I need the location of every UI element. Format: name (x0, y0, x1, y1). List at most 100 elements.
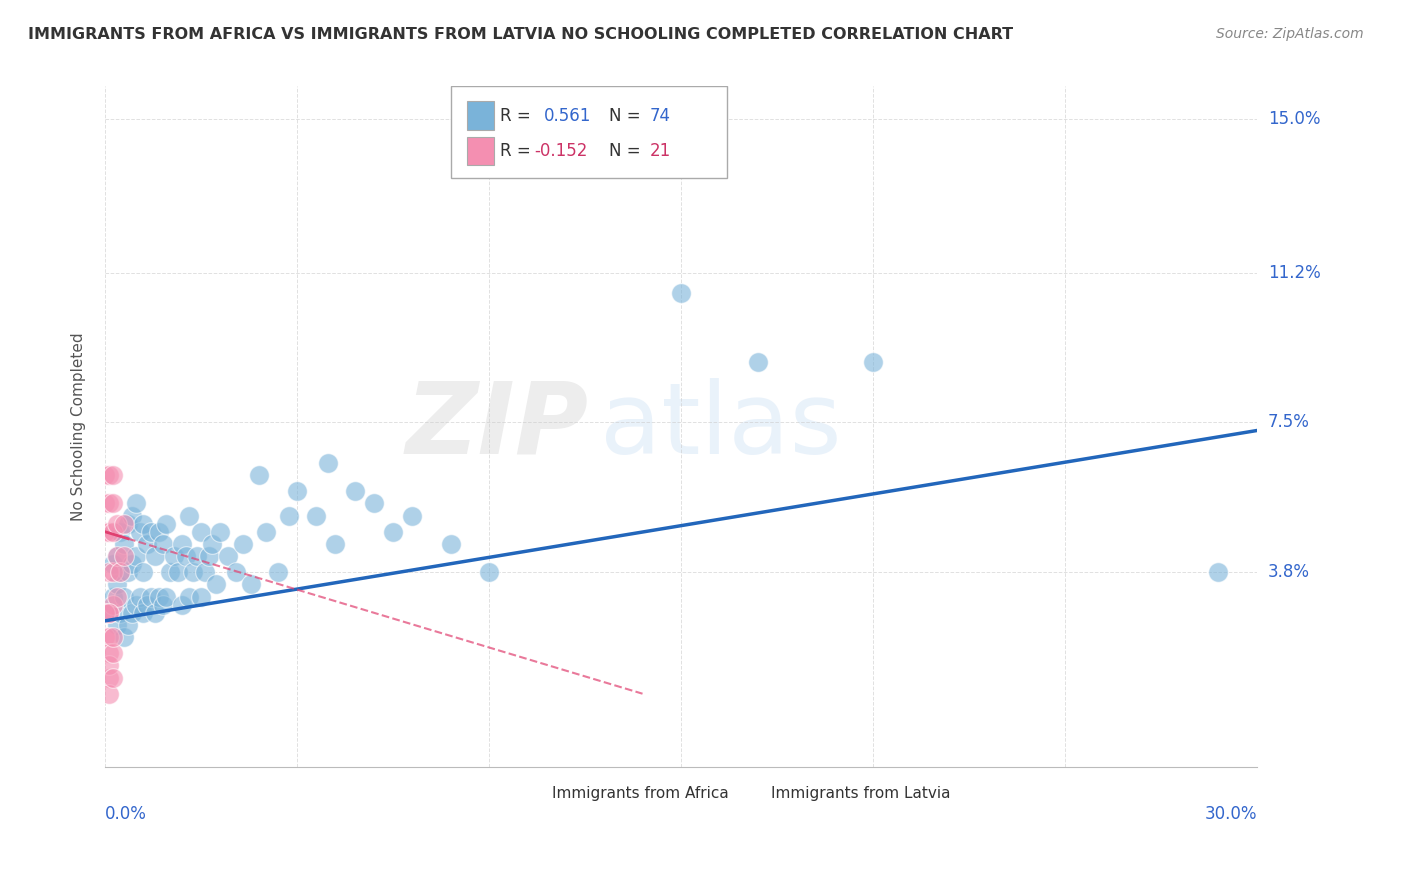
Text: 0.561: 0.561 (544, 107, 591, 125)
Text: IMMIGRANTS FROM AFRICA VS IMMIGRANTS FROM LATVIA NO SCHOOLING COMPLETED CORRELAT: IMMIGRANTS FROM AFRICA VS IMMIGRANTS FRO… (28, 27, 1014, 42)
Point (97, 606, 120, 620)
Point (152, 537, 174, 551)
Point (101, 524, 124, 539)
Point (170, 537, 193, 551)
Point (148, 524, 170, 539)
Point (254, 524, 277, 539)
Point (669, 285, 692, 300)
Point (110, 566, 132, 580)
FancyBboxPatch shape (519, 783, 546, 805)
Text: 7.5%: 7.5% (1268, 413, 1310, 432)
Text: Immigrants from Latvia: Immigrants from Latvia (770, 787, 950, 801)
Point (117, 516, 139, 531)
Point (190, 524, 212, 539)
Point (155, 516, 177, 531)
Point (97, 658, 120, 673)
Point (97, 524, 120, 539)
Point (110, 524, 132, 539)
Point (190, 590, 212, 604)
Text: atlas: atlas (600, 378, 842, 475)
Text: R =: R = (501, 107, 536, 125)
Point (862, 354, 884, 368)
Point (170, 598, 193, 612)
Point (363, 496, 385, 510)
Point (163, 549, 186, 563)
Point (105, 590, 128, 604)
Point (112, 537, 135, 551)
Point (201, 537, 224, 551)
Point (121, 508, 143, 523)
Point (97, 630, 120, 644)
Point (225, 566, 247, 580)
Point (101, 598, 124, 612)
Point (101, 646, 124, 660)
Point (125, 598, 148, 612)
Point (152, 598, 174, 612)
Point (105, 577, 128, 591)
Point (747, 354, 769, 368)
Text: Source: ZipAtlas.com: Source: ZipAtlas.com (1216, 27, 1364, 41)
Point (325, 537, 347, 551)
Point (132, 606, 155, 620)
Point (278, 508, 301, 523)
Text: 30.0%: 30.0% (1205, 805, 1257, 823)
Point (105, 549, 128, 563)
Point (205, 577, 228, 591)
Point (136, 598, 159, 612)
Point (110, 566, 132, 580)
Point (159, 566, 181, 580)
Point (167, 566, 190, 580)
Point (101, 496, 124, 510)
Point (101, 590, 124, 604)
Point (97, 496, 120, 510)
Point (401, 508, 423, 523)
Y-axis label: No Schooling Completed: No Schooling Completed (72, 332, 86, 521)
Point (267, 566, 290, 580)
Point (94, 468, 117, 483)
Point (478, 566, 501, 580)
Point (181, 566, 204, 580)
Point (101, 557, 124, 571)
Point (97, 646, 120, 660)
Point (97, 566, 120, 580)
FancyBboxPatch shape (467, 102, 495, 130)
Point (112, 630, 135, 644)
Text: 0.0%: 0.0% (105, 805, 146, 823)
Text: N =: N = (609, 142, 647, 160)
Point (239, 577, 262, 591)
Point (97, 606, 120, 620)
Point (112, 590, 135, 604)
Point (247, 468, 270, 483)
Text: 74: 74 (650, 107, 671, 125)
Point (94, 524, 117, 539)
Text: 3.8%: 3.8% (1268, 563, 1310, 582)
Point (101, 671, 124, 685)
Point (209, 524, 232, 539)
Point (179, 508, 201, 523)
Point (125, 549, 148, 563)
Text: ZIP: ZIP (406, 378, 589, 475)
FancyBboxPatch shape (450, 87, 727, 178)
Point (179, 590, 201, 604)
Text: 21: 21 (650, 142, 671, 160)
Point (112, 516, 135, 531)
Point (132, 566, 155, 580)
Point (197, 549, 219, 563)
Point (232, 537, 254, 551)
Text: R =: R = (501, 142, 536, 160)
Point (105, 549, 128, 563)
Point (381, 524, 404, 539)
Point (97, 687, 120, 701)
Point (105, 516, 128, 531)
Point (136, 537, 159, 551)
Point (110, 606, 132, 620)
Point (217, 549, 239, 563)
Point (132, 516, 155, 531)
Point (155, 590, 177, 604)
Point (343, 484, 366, 499)
Point (285, 484, 308, 499)
Point (139, 524, 162, 539)
Point (194, 566, 217, 580)
Point (148, 590, 170, 604)
Text: 15.0%: 15.0% (1268, 110, 1320, 128)
